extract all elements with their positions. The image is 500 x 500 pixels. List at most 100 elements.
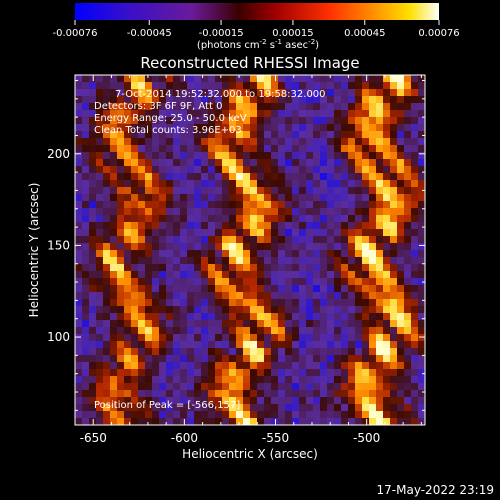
heatmap-cell <box>117 117 125 125</box>
heatmap-cell <box>159 376 167 384</box>
heatmap-cell <box>362 194 370 202</box>
heatmap-cell <box>404 159 412 167</box>
heatmap-cell <box>390 285 398 293</box>
heatmap-cell <box>313 159 321 167</box>
heatmap-cell <box>145 264 153 272</box>
heatmap-cell <box>215 278 223 286</box>
heatmap-cell <box>208 243 216 251</box>
heatmap-cell <box>173 257 181 265</box>
heatmap-cell <box>390 152 398 160</box>
heatmap-cell <box>418 320 425 328</box>
heatmap-cell <box>278 404 286 412</box>
heatmap-cell <box>110 222 118 230</box>
heatmap-cell <box>250 250 258 258</box>
heatmap-cell <box>334 327 342 335</box>
heatmap-cell <box>173 124 181 132</box>
heatmap-cell <box>404 362 412 370</box>
heatmap-cell <box>271 152 279 160</box>
heatmap-cell <box>264 397 272 405</box>
heatmap-cell <box>236 152 244 160</box>
heatmap-cell <box>334 215 342 223</box>
heatmap-cell <box>355 215 363 223</box>
heatmap-cell <box>96 222 104 230</box>
heatmap-cell <box>236 355 244 363</box>
heatmap-cell <box>257 131 265 139</box>
heatmap-cell <box>285 334 293 342</box>
heatmap-cell <box>166 271 174 279</box>
heatmap-cell <box>313 383 321 391</box>
heatmap-cell <box>124 327 132 335</box>
heatmap-cell <box>194 369 202 377</box>
heatmap-cell <box>250 285 258 293</box>
heatmap-cell <box>369 236 377 244</box>
heatmap-cell <box>306 348 314 356</box>
heatmap-cell <box>229 103 237 111</box>
heatmap-cell <box>215 145 223 153</box>
heatmap-cell <box>131 376 139 384</box>
heatmap-cell <box>180 180 188 188</box>
heatmap-cell <box>229 306 237 314</box>
heatmap-cell <box>215 369 223 377</box>
heatmap-cell <box>173 138 181 146</box>
heatmap-cell <box>376 264 384 272</box>
heatmap-cell <box>180 320 188 328</box>
heatmap-cell <box>418 236 425 244</box>
heatmap-cell <box>390 180 398 188</box>
heatmap-cell <box>299 201 307 209</box>
heatmap-cell <box>362 103 370 111</box>
heatmap-cell <box>362 117 370 125</box>
heatmap-cell <box>299 299 307 307</box>
heatmap-cell <box>194 75 202 83</box>
heatmap-cell <box>341 145 349 153</box>
heatmap-cell <box>306 362 314 370</box>
heatmap-cell <box>299 390 307 398</box>
heatmap-cell <box>390 124 398 132</box>
heatmap-cell <box>124 348 132 356</box>
heatmap-cell <box>418 362 425 370</box>
heatmap-cell <box>250 327 258 335</box>
heatmap-cell <box>131 355 139 363</box>
heatmap-cell <box>124 362 132 370</box>
heatmap-cell <box>376 355 384 363</box>
heatmap-cell <box>236 334 244 342</box>
heatmap-cell <box>306 96 314 104</box>
heatmap-cell <box>145 166 153 174</box>
heatmap-cell <box>145 187 153 195</box>
heatmap-cell <box>75 152 83 160</box>
heatmap-cell <box>334 348 342 356</box>
heatmap-cell <box>362 292 370 300</box>
heatmap-cell <box>334 187 342 195</box>
heatmap-cell <box>369 257 377 265</box>
heatmap-cell <box>243 257 251 265</box>
heatmap-cell <box>159 292 167 300</box>
heatmap-cell <box>292 138 300 146</box>
heatmap-cell <box>138 243 146 251</box>
heatmap-cell <box>418 390 425 398</box>
heatmap-cell <box>222 369 230 377</box>
heatmap-cell <box>159 89 167 97</box>
heatmap-cell <box>285 271 293 279</box>
heatmap-cell <box>152 404 160 412</box>
heatmap-cell <box>341 131 349 139</box>
heatmap-cell <box>215 383 223 391</box>
heatmap-cell <box>215 110 223 118</box>
heatmap-cell <box>341 159 349 167</box>
heatmap-cell <box>257 285 265 293</box>
heatmap-cell <box>180 208 188 216</box>
heatmap-cell <box>215 124 223 132</box>
heatmap-cell <box>362 124 370 132</box>
heatmap-cell <box>264 348 272 356</box>
heatmap-cell <box>320 89 328 97</box>
heatmap-cell <box>355 278 363 286</box>
heatmap-cell <box>89 404 97 412</box>
heatmap-cell <box>89 292 97 300</box>
heatmap-cell <box>250 222 258 230</box>
heatmap-cell <box>166 180 174 188</box>
heatmap-cell <box>257 117 265 125</box>
heatmap-cell <box>390 131 398 139</box>
heatmap-cell <box>271 299 279 307</box>
heatmap-cell <box>117 418 125 425</box>
heatmap-cell <box>313 257 321 265</box>
heatmap-cell <box>82 117 90 125</box>
heatmap-cell <box>124 145 132 153</box>
